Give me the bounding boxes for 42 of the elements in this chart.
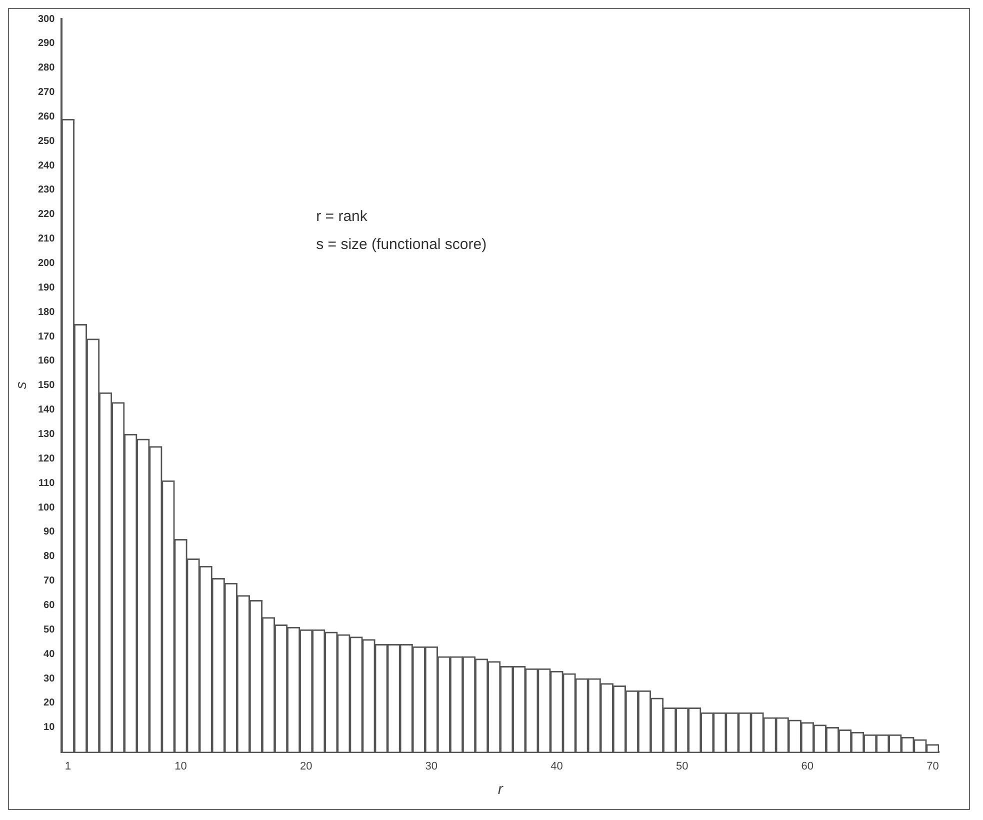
y-tick-label: 240 (38, 160, 56, 172)
y-tick-label: 40 (44, 648, 56, 660)
y-tick-label: 20 (44, 698, 56, 709)
y-tick-label: 130 (38, 429, 56, 440)
x-tick-label: 40 (550, 760, 563, 772)
y-tick-label: 210 (38, 234, 56, 245)
y-tick-label: 140 (38, 404, 56, 416)
annotation: r = rank (316, 208, 368, 225)
y-tick-label: 300 (38, 14, 56, 25)
x-tick-label: 20 (300, 760, 312, 772)
y-tick-label: 60 (44, 600, 56, 611)
y-tick-label: 30 (44, 673, 56, 684)
x-tick-label: 1 (64, 760, 72, 772)
y-tick-label: 10 (44, 722, 56, 734)
x-axis-title: r (498, 781, 504, 798)
y-tick-label: 150 (38, 380, 56, 392)
y-axis-title: s (13, 381, 30, 390)
y-tick-label: 80 (44, 551, 56, 562)
x-tick-label: 70 (926, 760, 939, 772)
y-tick-label: 290 (38, 38, 56, 50)
x-tick-label: 50 (676, 760, 688, 772)
y-tick-label: 260 (38, 111, 56, 122)
x-tick-label: 60 (801, 760, 814, 772)
y-tick-label: 180 (38, 306, 56, 318)
y-tick-label: 270 (38, 87, 56, 98)
y-tick-label: 160 (38, 356, 56, 367)
y-tick-label: 50 (44, 624, 56, 636)
y-tick-label: 280 (38, 62, 56, 74)
y-tick-label: 90 (44, 526, 56, 538)
y-tick-label: 100 (38, 502, 56, 514)
y-tick-label: 200 (38, 258, 56, 270)
y-tick-label: 230 (38, 184, 56, 196)
y-tick-label: 190 (38, 282, 56, 294)
x-tick-label: 30 (425, 760, 438, 772)
y-tick-label: 170 (38, 331, 56, 342)
y-tick-label: 120 (38, 453, 56, 464)
annotation: s = size (functional score) (316, 236, 487, 253)
y-tick-label: 220 (38, 209, 56, 220)
y-tick-label: 70 (44, 576, 56, 587)
y-tick-label: 250 (38, 136, 56, 147)
x-tick-label: 10 (174, 760, 187, 772)
y-tick-label: 110 (38, 478, 56, 489)
